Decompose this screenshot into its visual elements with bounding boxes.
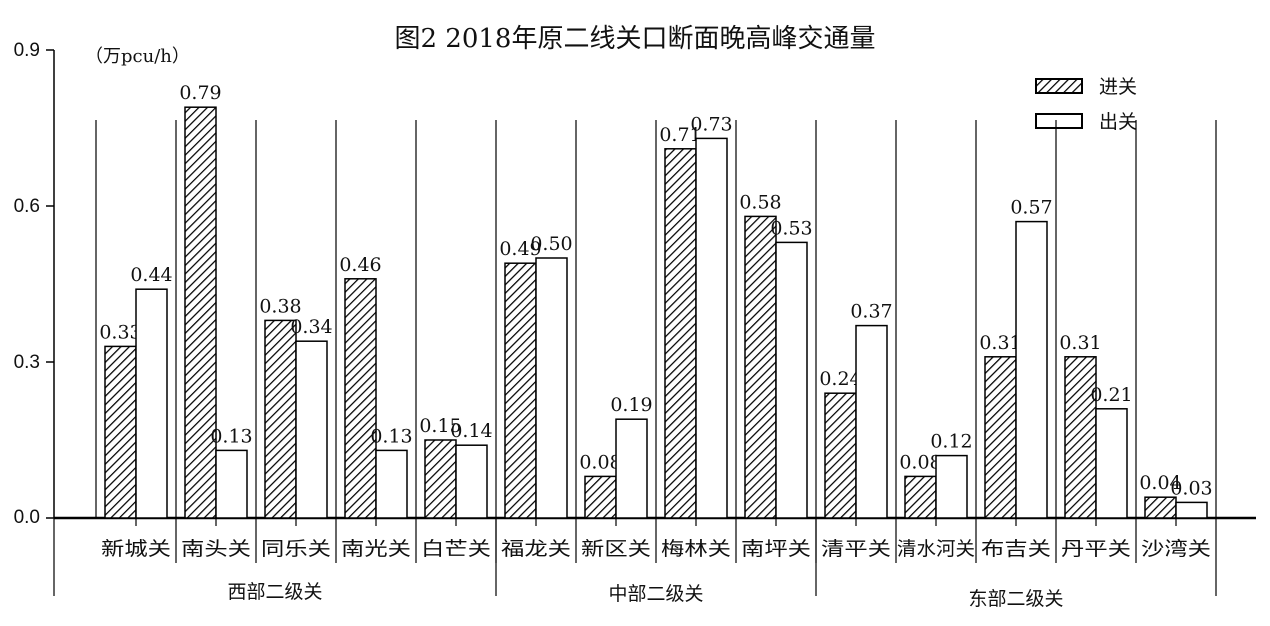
bar-value-label: 0.08 bbox=[579, 451, 621, 473]
category-labels: 新城关 南头关 同乐关 南光关 白芒关 福龙关 新区关 梅林关 南坪关 清平关 清水河关 布吉关 丹平关… bbox=[101, 538, 1211, 610]
category-label: 同乐关 bbox=[261, 538, 331, 560]
bar-value-label: 0.58 bbox=[739, 191, 781, 213]
bar-inbound bbox=[424, 439, 457, 519]
y-axis-unit-label: （万pcu/h） bbox=[85, 46, 190, 67]
category-label: 福龙关 bbox=[501, 538, 571, 560]
bar-value-label: 0.34 bbox=[290, 316, 332, 338]
bar-outbound bbox=[215, 449, 248, 519]
bar-value-label: 0.08 bbox=[899, 451, 941, 473]
bar-value-label: 0.79 bbox=[179, 82, 221, 104]
bar-inbound bbox=[904, 475, 937, 519]
bar-outbound bbox=[855, 324, 888, 519]
bar-outbound bbox=[535, 257, 568, 519]
bars: 0.33 0.44 0.79 0.13 0.380.34 0.46 0.13 0.150.14… bbox=[99, 82, 1213, 519]
category-label: 丹平关 bbox=[1061, 538, 1131, 560]
bar-inbound bbox=[504, 262, 537, 519]
bar-value-label: 0.49 bbox=[499, 238, 541, 260]
open-swatch-icon bbox=[1035, 112, 1083, 129]
bar-outbound bbox=[1015, 220, 1048, 519]
bar-value-label: 0.15 bbox=[419, 415, 461, 437]
bar-value-label: 0.13 bbox=[210, 425, 252, 447]
bar-value-label: 0.24 bbox=[819, 368, 861, 390]
category-label: 南头关 bbox=[181, 538, 251, 560]
bar-outbound bbox=[295, 340, 328, 519]
legend-item-outbound: 出关 bbox=[1035, 107, 1137, 134]
bar-outbound bbox=[695, 137, 728, 519]
bar-value-label: 0.46 bbox=[339, 254, 381, 276]
category-label: 南光关 bbox=[341, 538, 411, 560]
hatched-swatch-icon bbox=[1035, 77, 1083, 94]
bar-inbound bbox=[1144, 496, 1177, 519]
bar-outbound bbox=[1095, 408, 1128, 519]
bar-outbound bbox=[935, 454, 968, 519]
bar-inbound bbox=[264, 319, 297, 519]
category-label: 新区关 bbox=[581, 538, 651, 560]
category-label: 沙湾关 bbox=[1141, 538, 1211, 560]
category-label: 新城关 bbox=[101, 538, 171, 560]
bar-value-label: 0.73 bbox=[690, 113, 732, 135]
category-label: 布吉关 bbox=[981, 538, 1051, 560]
bar-value-label: 0.13 bbox=[370, 425, 412, 447]
y-tick-label: 0.3 bbox=[13, 352, 40, 373]
bar-outbound bbox=[1175, 501, 1208, 519]
bar-inbound bbox=[984, 356, 1017, 519]
bar-value-label: 0.14 bbox=[450, 420, 492, 442]
category-label: 南坪关 bbox=[741, 538, 811, 560]
category-label: 清平关 bbox=[821, 538, 891, 560]
legend-item-inbound: 进关 bbox=[1035, 72, 1137, 99]
bar-outbound bbox=[135, 288, 168, 519]
group-label: 东部二级关 bbox=[968, 588, 1063, 610]
bar-value-label: 0.31 bbox=[1059, 332, 1101, 354]
bar-outbound bbox=[375, 449, 408, 519]
bar-value-label: 0.44 bbox=[130, 264, 172, 286]
category-label: 白芒关 bbox=[421, 538, 491, 560]
bar-value-label: 0.03 bbox=[1170, 477, 1212, 499]
category-label: 清水河关 bbox=[897, 538, 975, 560]
bar-inbound bbox=[104, 345, 137, 519]
bar-value-label: 0.31 bbox=[979, 332, 1021, 354]
bar-inbound bbox=[744, 215, 777, 519]
bar-outbound bbox=[455, 444, 488, 519]
group-label: 西部二级关 bbox=[227, 581, 322, 603]
legend-label: 进关 bbox=[1099, 76, 1138, 98]
bar-outbound bbox=[615, 418, 648, 519]
y-tick-label: 0.9 bbox=[13, 40, 40, 61]
bar-value-label: 0.53 bbox=[770, 217, 812, 239]
bar-value-label: 0.50 bbox=[530, 233, 572, 255]
legend-label: 出关 bbox=[1099, 111, 1138, 133]
chart-title: 图2 2018年原二线关口断面晚高峰交通量 bbox=[394, 24, 876, 54]
bar-value-label: 0.19 bbox=[610, 394, 652, 416]
bar-outbound bbox=[775, 241, 808, 519]
bar-value-label: 0.57 bbox=[1010, 197, 1052, 219]
y-tick-label: 0.6 bbox=[13, 196, 40, 217]
bar-inbound bbox=[584, 475, 617, 519]
bar-inbound bbox=[184, 106, 217, 519]
bar-inbound bbox=[1064, 356, 1097, 519]
bar-value-label: 0.38 bbox=[259, 295, 301, 317]
bar-value-label: 0.04 bbox=[1139, 472, 1181, 494]
bar-inbound bbox=[344, 278, 377, 519]
bar-inbound bbox=[664, 148, 697, 519]
bar-value-label: 0.33 bbox=[99, 321, 141, 343]
bar-value-label: 0.37 bbox=[850, 301, 892, 323]
bar-value-label: 0.21 bbox=[1090, 384, 1132, 406]
group-label: 中部二级关 bbox=[608, 583, 703, 605]
axes bbox=[46, 49, 1256, 596]
bar-inbound bbox=[824, 392, 857, 519]
bar-value-label: 0.12 bbox=[930, 431, 972, 453]
category-label: 梅林关 bbox=[661, 538, 731, 560]
bar-value-label: 0.71 bbox=[659, 124, 701, 146]
y-tick-label: 0.0 bbox=[13, 507, 40, 528]
